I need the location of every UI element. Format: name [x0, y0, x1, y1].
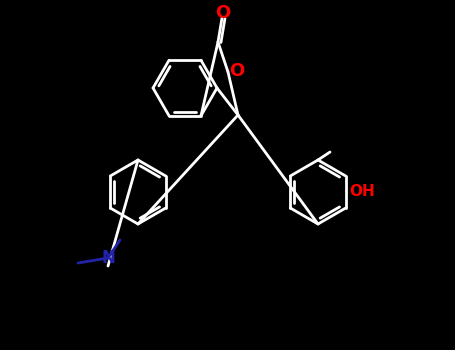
- Text: N: N: [101, 249, 115, 267]
- Text: O: O: [215, 4, 231, 22]
- Text: O: O: [229, 62, 245, 80]
- Text: OH: OH: [349, 184, 375, 200]
